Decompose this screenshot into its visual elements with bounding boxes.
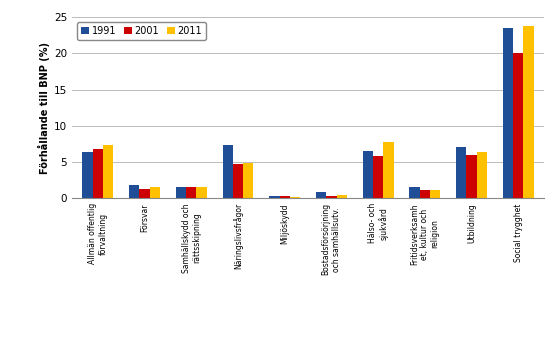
Bar (410, 187, 420, 198)
Bar (269, 196, 280, 198)
Bar (196, 187, 206, 198)
Bar (139, 189, 150, 198)
Bar (129, 185, 139, 198)
Bar (362, 151, 373, 198)
Bar (103, 145, 113, 198)
Bar (430, 190, 440, 198)
Bar (316, 192, 326, 198)
Bar (290, 197, 300, 198)
Bar (503, 28, 513, 198)
Bar (383, 142, 393, 198)
Bar (150, 187, 160, 198)
Bar (456, 147, 466, 198)
Bar (83, 152, 93, 198)
Bar (513, 53, 523, 198)
Bar (420, 190, 430, 198)
Bar (523, 26, 533, 198)
Bar (326, 196, 336, 198)
Bar (477, 152, 487, 198)
Bar (93, 149, 103, 198)
Bar (186, 187, 196, 198)
Legend: 1991, 2001, 2011: 1991, 2001, 2011 (77, 22, 206, 40)
Bar (373, 156, 383, 198)
Bar (336, 195, 347, 198)
Bar (176, 187, 186, 198)
Y-axis label: Förhållande till BNP (%): Förhållande till BNP (%) (38, 42, 50, 174)
Bar (243, 163, 254, 198)
Bar (223, 145, 233, 198)
Bar (233, 164, 243, 198)
Bar (280, 196, 290, 198)
Bar (466, 155, 477, 198)
